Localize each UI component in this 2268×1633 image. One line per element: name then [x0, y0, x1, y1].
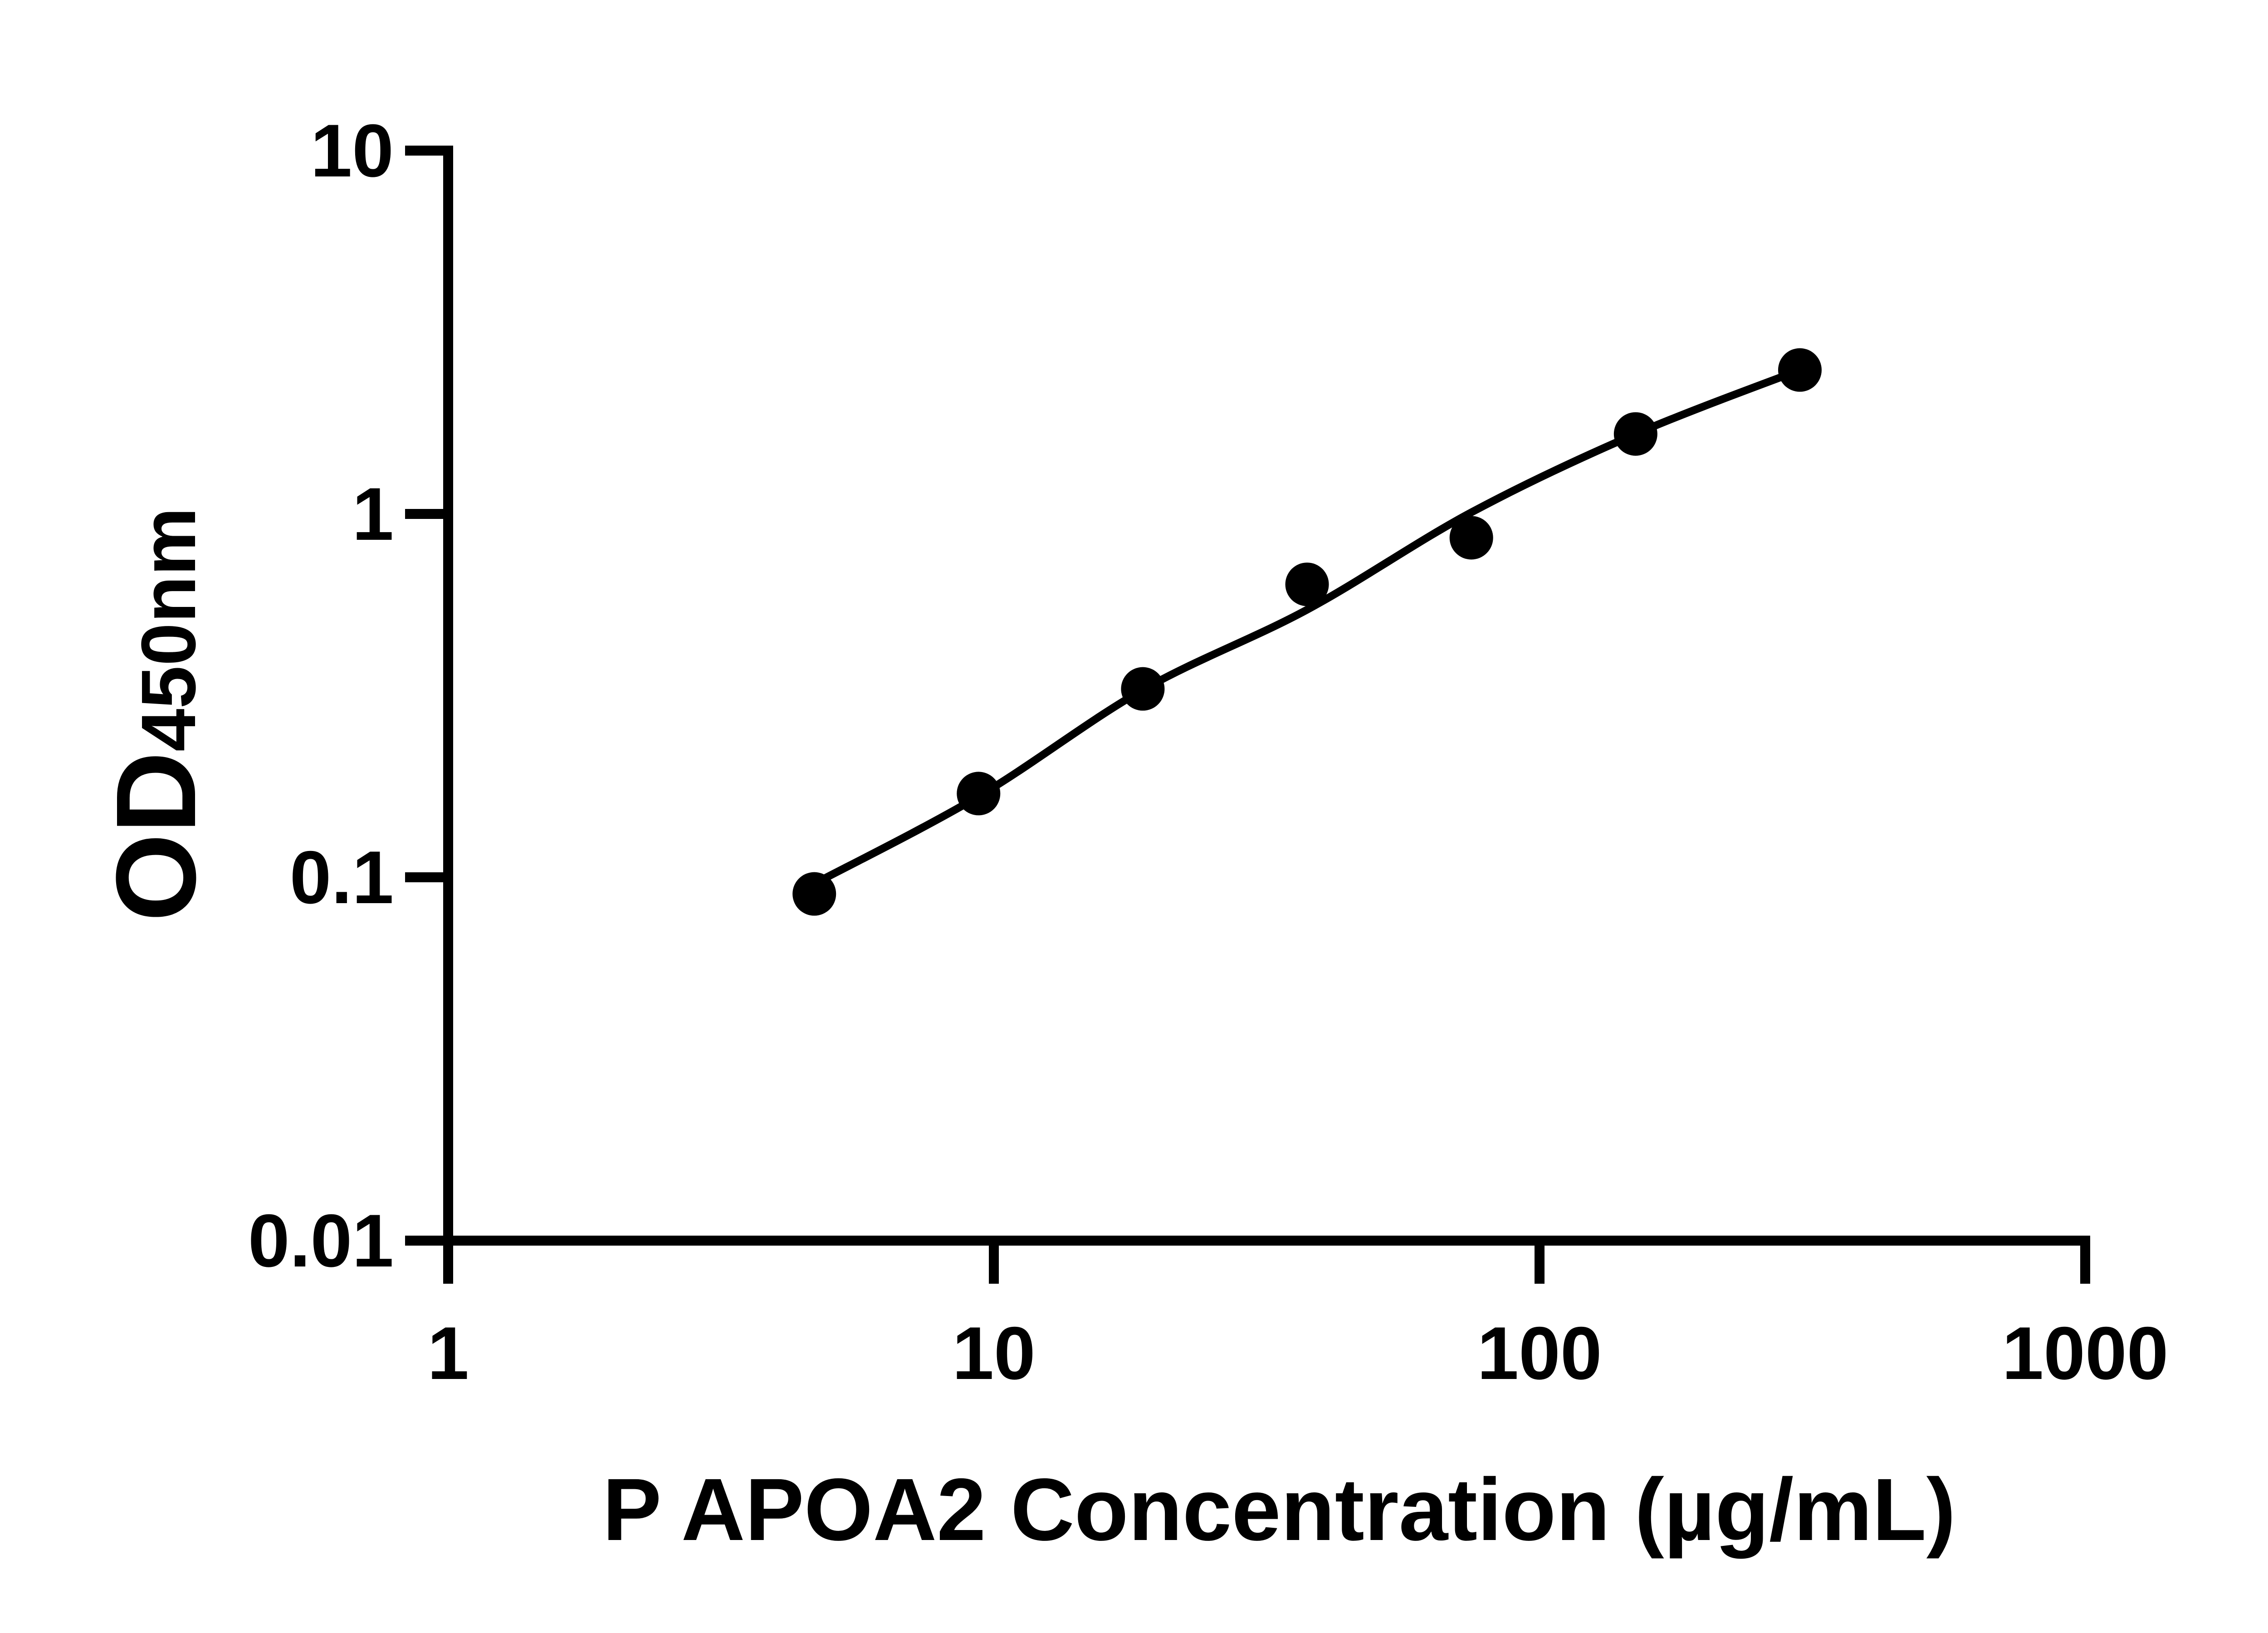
x-axis-title: P APOA2 Concentration (µg/mL) — [602, 1460, 1955, 1559]
x-tick-label: 100 — [1477, 1311, 1602, 1395]
y-tick-label: 0.1 — [290, 836, 394, 919]
data-point-marker — [1121, 667, 1165, 711]
data-point-marker — [1778, 348, 1822, 392]
data-point-marker — [957, 772, 1001, 816]
data-point-marker — [792, 872, 836, 916]
x-tick-label: 10 — [952, 1311, 1036, 1395]
y-tick-label: 0.01 — [248, 1199, 394, 1282]
data-point-marker — [1285, 562, 1329, 606]
plot-area: 10 1 0.1 0.01 1 10 100 1000 — [248, 109, 2169, 1395]
y-axis-title: OD450nm — [93, 507, 219, 922]
y-axis-title-main: OD — [93, 752, 219, 922]
data-point-marker — [1449, 516, 1493, 560]
x-tick-label: 1 — [427, 1311, 469, 1395]
data-point-marker — [1613, 412, 1657, 456]
y-tick-label: 1 — [352, 472, 394, 556]
x-tick-label: 1000 — [2002, 1311, 2168, 1395]
y-axis-title-subscript: 450nm — [126, 507, 212, 752]
y-tick-label: 10 — [310, 109, 394, 192]
